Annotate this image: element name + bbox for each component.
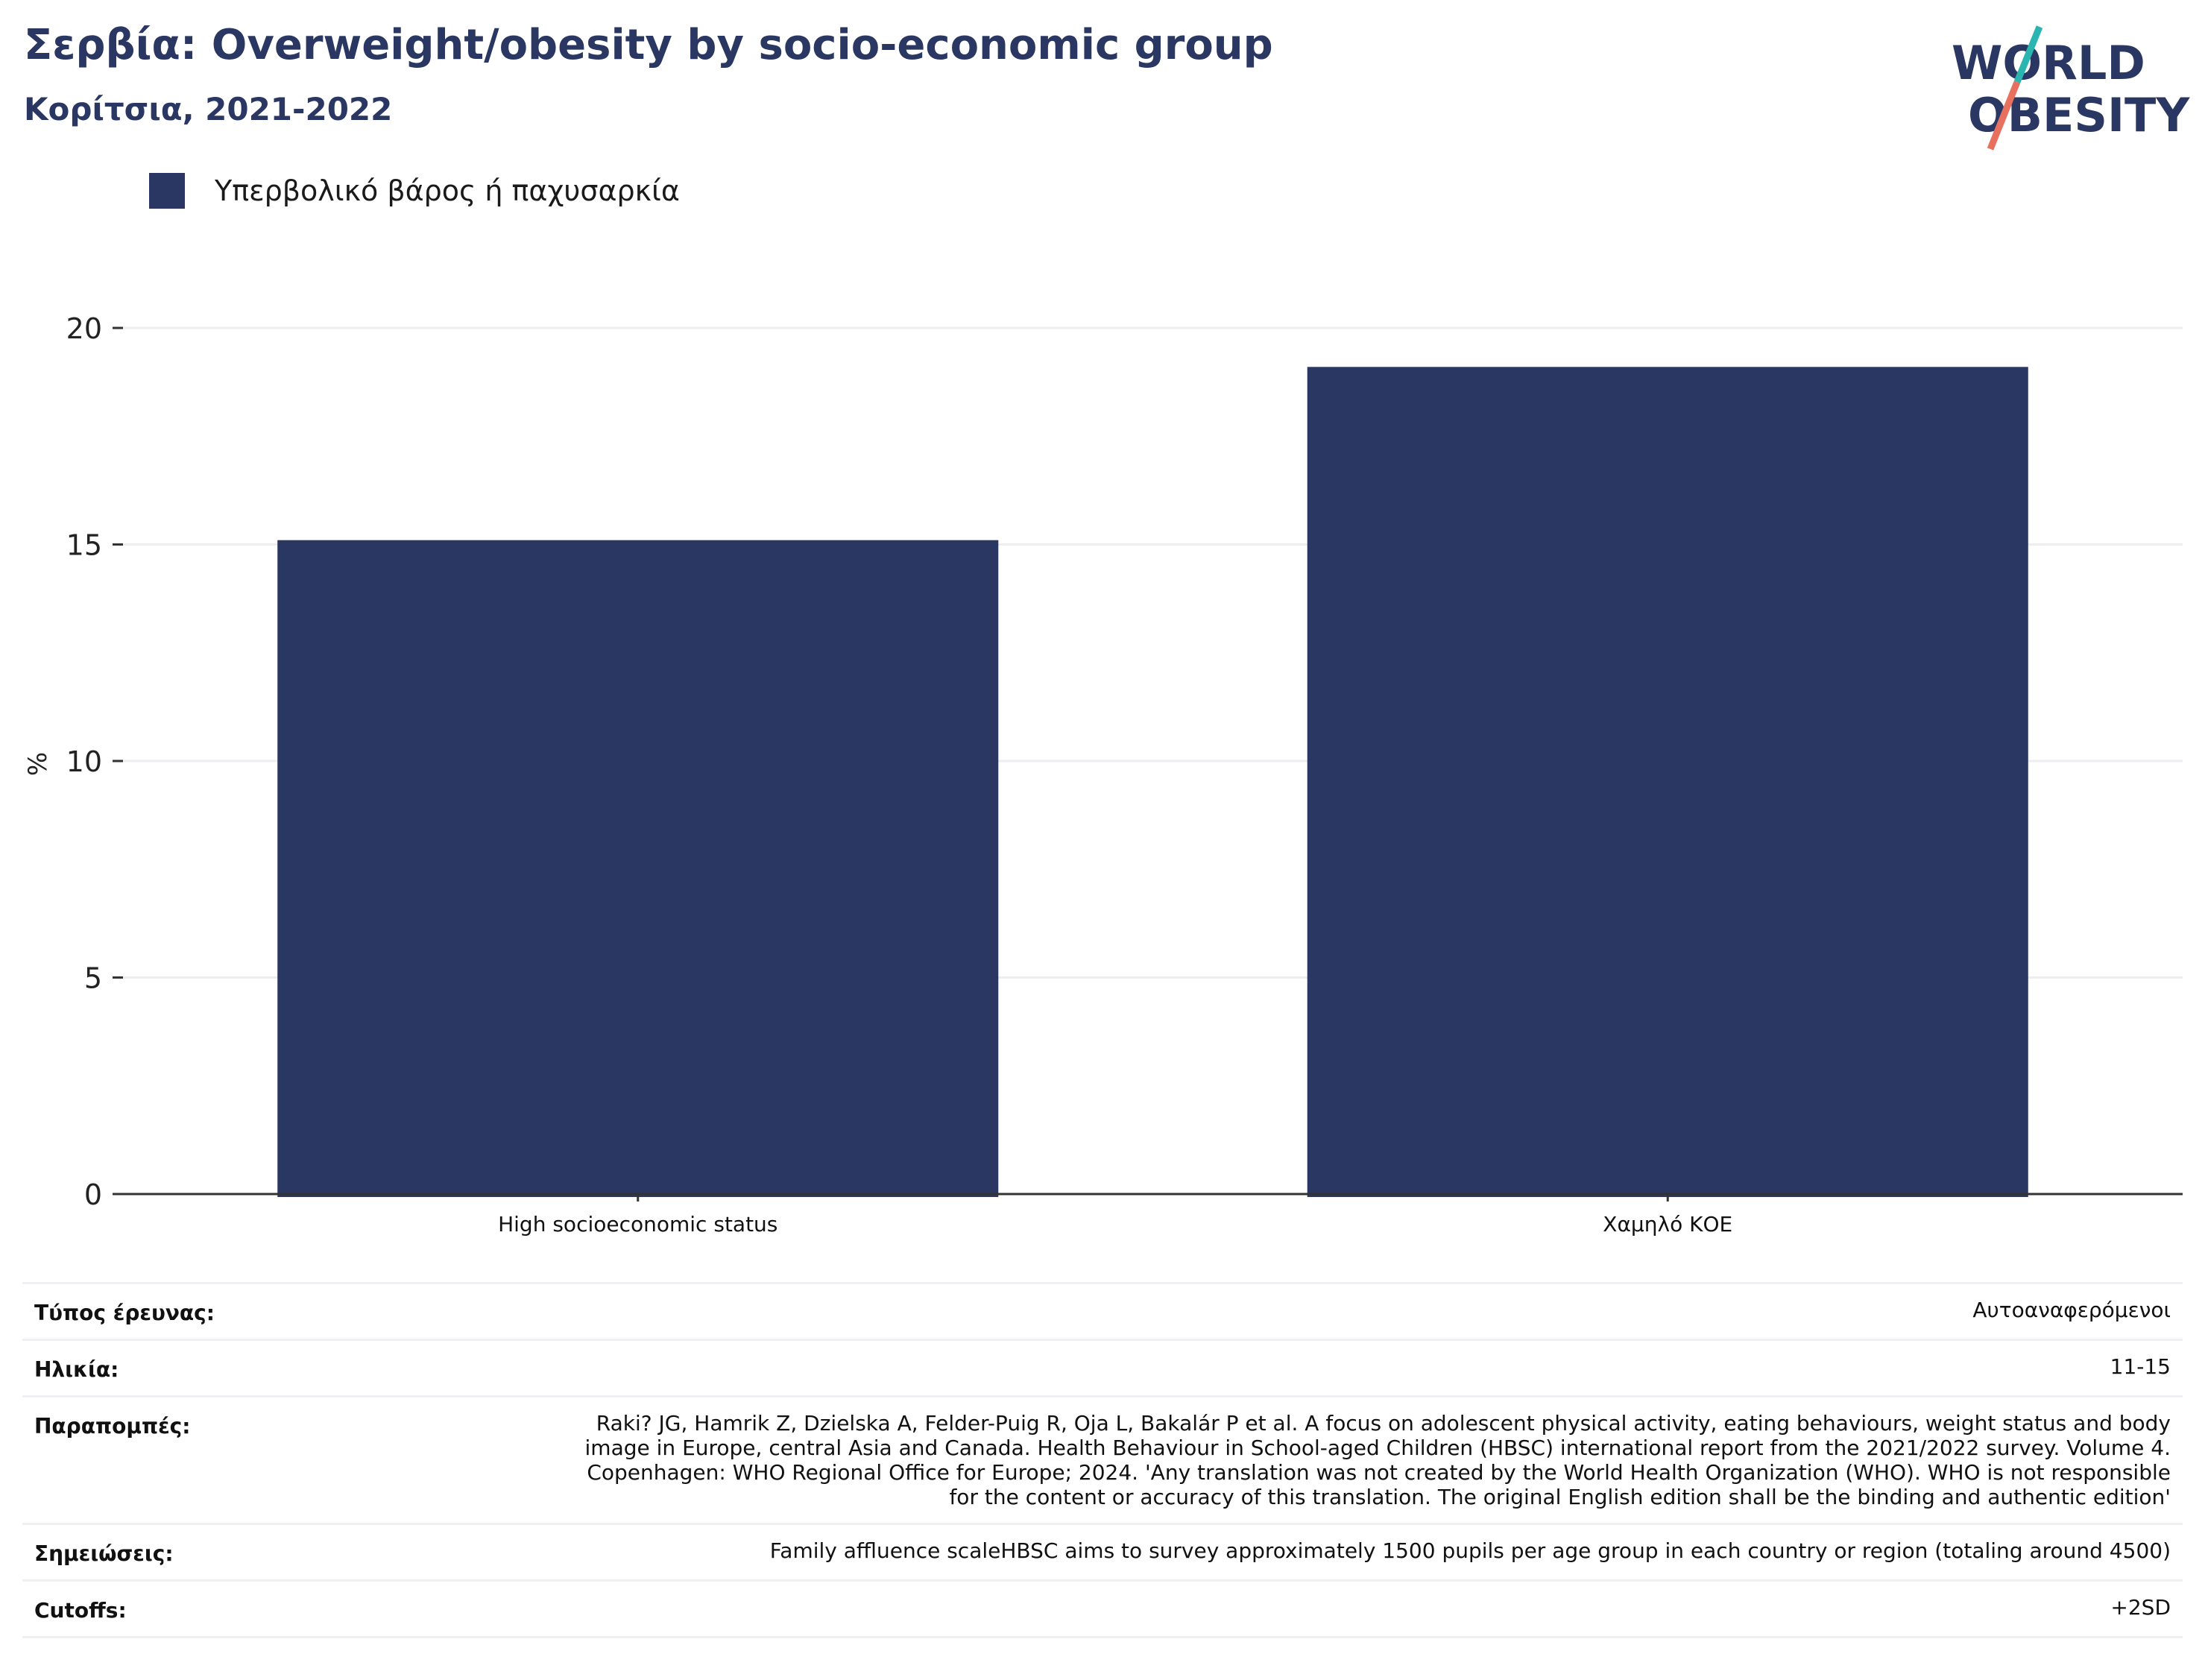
bar <box>277 540 999 1197</box>
x-axis-ticks: High socioeconomic status Χαμηλό ΚΟΕ <box>498 1194 1732 1237</box>
chart-title: Σερβία: Overweight/obesity by socio-econ… <box>24 21 1273 69</box>
y-axis-label: % <box>23 752 53 776</box>
legend-swatch <box>149 173 185 209</box>
y-tick-label: 15 <box>66 529 102 562</box>
info-row: Cutoffs: +2SD <box>22 1579 2183 1638</box>
y-tick-label: 0 <box>84 1178 102 1211</box>
info-row: Παραπομπές: Raki? JG, Hamrik Z, Dzielska … <box>22 1395 2183 1523</box>
logo-slash-coral <box>1987 80 2021 151</box>
chart-subtitle: Κορίτσια, 2021-2022 <box>24 91 393 127</box>
info-value: Raki? JG, Hamrik Z, Dzielska A, Felder-P… <box>584 1411 2171 1509</box>
world-obesity-logo: WORLD OBESITY <box>1952 25 2190 151</box>
logo-slash-teal <box>2013 25 2043 83</box>
info-value: 11-15 <box>2110 1354 2171 1379</box>
x-tick-label: Χαμηλό ΚΟΕ <box>1603 1212 1732 1237</box>
info-row: Ηλικία: 11-15 <box>22 1339 2183 1395</box>
legend-label: Υπερβολικό βάρος ή παχυσαρκία <box>215 174 680 207</box>
info-label: Cutoffs: <box>34 1598 127 1623</box>
bar <box>1307 367 2028 1197</box>
info-label: Ηλικία: <box>34 1357 119 1382</box>
info-label: Τύπος έρευνας: <box>34 1301 215 1325</box>
info-label: Παραπομπές: <box>34 1414 191 1439</box>
y-tick-label: 10 <box>66 745 102 778</box>
info-value: Αυτοαναφερόμενοι <box>1972 1298 2171 1322</box>
y-tick-label: 5 <box>84 962 102 995</box>
y-axis-ticks: 0 5 10 15 20 <box>66 312 123 1211</box>
logo-text-world: WORLD <box>1952 36 2145 90</box>
info-row: Τύπος έρευνας: Αυτοαναφερόμενοι <box>22 1282 2183 1339</box>
info-table: Τύπος έρευνας: Αυτοαναφερόμενοι Ηλικία: 11-… <box>22 1282 2183 1638</box>
info-value: Family affluence scaleHBSC aims to surve… <box>769 1538 2171 1563</box>
info-row: Σημειώσεις: Family affluence scaleHBSC ai… <box>22 1523 2183 1579</box>
bars <box>277 367 2028 1197</box>
info-label: Σημειώσεις: <box>34 1541 174 1566</box>
info-value: +2SD <box>2110 1595 2171 1620</box>
y-tick-label: 20 <box>66 312 102 345</box>
bar-chart: 0 5 10 15 20 % High socioeconomic status Χαμη… <box>23 312 2183 1237</box>
legend: Υπερβολικό βάρος ή παχυσαρκία <box>149 173 680 209</box>
x-tick-label: High socioeconomic status <box>498 1212 777 1237</box>
